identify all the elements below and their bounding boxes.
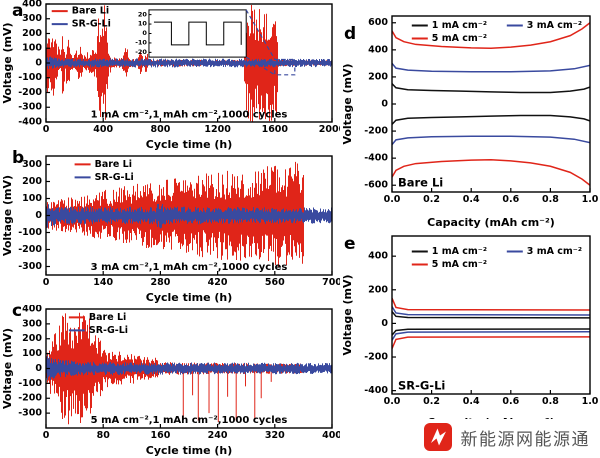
chart-d-canvas <box>340 12 600 230</box>
watermark: 新能源网能源通 <box>417 419 595 455</box>
panel-c-letter: c <box>12 301 23 321</box>
chart-c-canvas <box>0 305 340 458</box>
panel-a-letter: a <box>12 1 24 21</box>
panel-d-letter: d <box>344 24 357 44</box>
panel-d <box>340 12 600 230</box>
chart-a-canvas <box>0 0 340 152</box>
panel-b-letter: b <box>12 148 25 168</box>
panel-e-letter: e <box>344 234 356 254</box>
panel-a <box>0 0 340 152</box>
panel-c <box>0 305 340 458</box>
panel-b <box>0 152 340 305</box>
chart-e-canvas <box>340 230 600 430</box>
watermark-logo-icon <box>423 423 452 451</box>
chart-b-canvas <box>0 152 340 305</box>
watermark-text: 新能源网能源通 <box>460 429 590 450</box>
panel-e <box>340 230 600 430</box>
